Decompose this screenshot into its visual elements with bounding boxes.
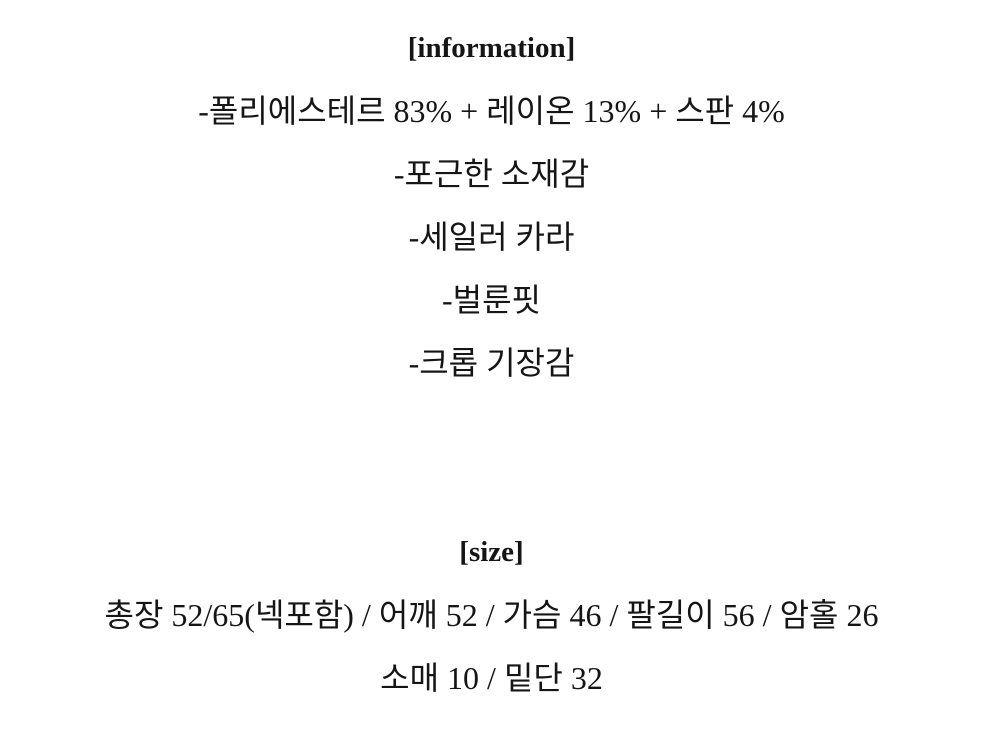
info-line-fabric-composition: -폴리에스테르 83% + 레이온 13% + 스판 4%	[198, 93, 785, 129]
info-line-material-feel: -포근한 소재감	[393, 156, 590, 192]
info-line-length: -크롭 기장감	[408, 345, 575, 381]
product-description: [information] -폴리에스테르 83% + 레이온 13% + 스판…	[0, 17, 983, 710]
information-section: [information] -폴리에스테르 83% + 레이온 13% + 스판…	[0, 17, 983, 395]
info-line-fit: -벌룬핏	[442, 282, 541, 318]
info-line-collar: -세일러 카라	[408, 219, 575, 255]
size-line-measurements-1: 총장 52/65(넥포함) / 어깨 52 / 가슴 46 / 팔길이 56 /…	[104, 597, 879, 633]
size-line-measurements-2: 소매 10 / 밑단 32	[380, 660, 603, 696]
section-gap	[0, 395, 983, 521]
size-title: [size]	[459, 536, 524, 568]
size-section: [size] 총장 52/65(넥포함) / 어깨 52 / 가슴 46 / 팔…	[0, 521, 983, 710]
information-title: [information]	[407, 32, 576, 64]
